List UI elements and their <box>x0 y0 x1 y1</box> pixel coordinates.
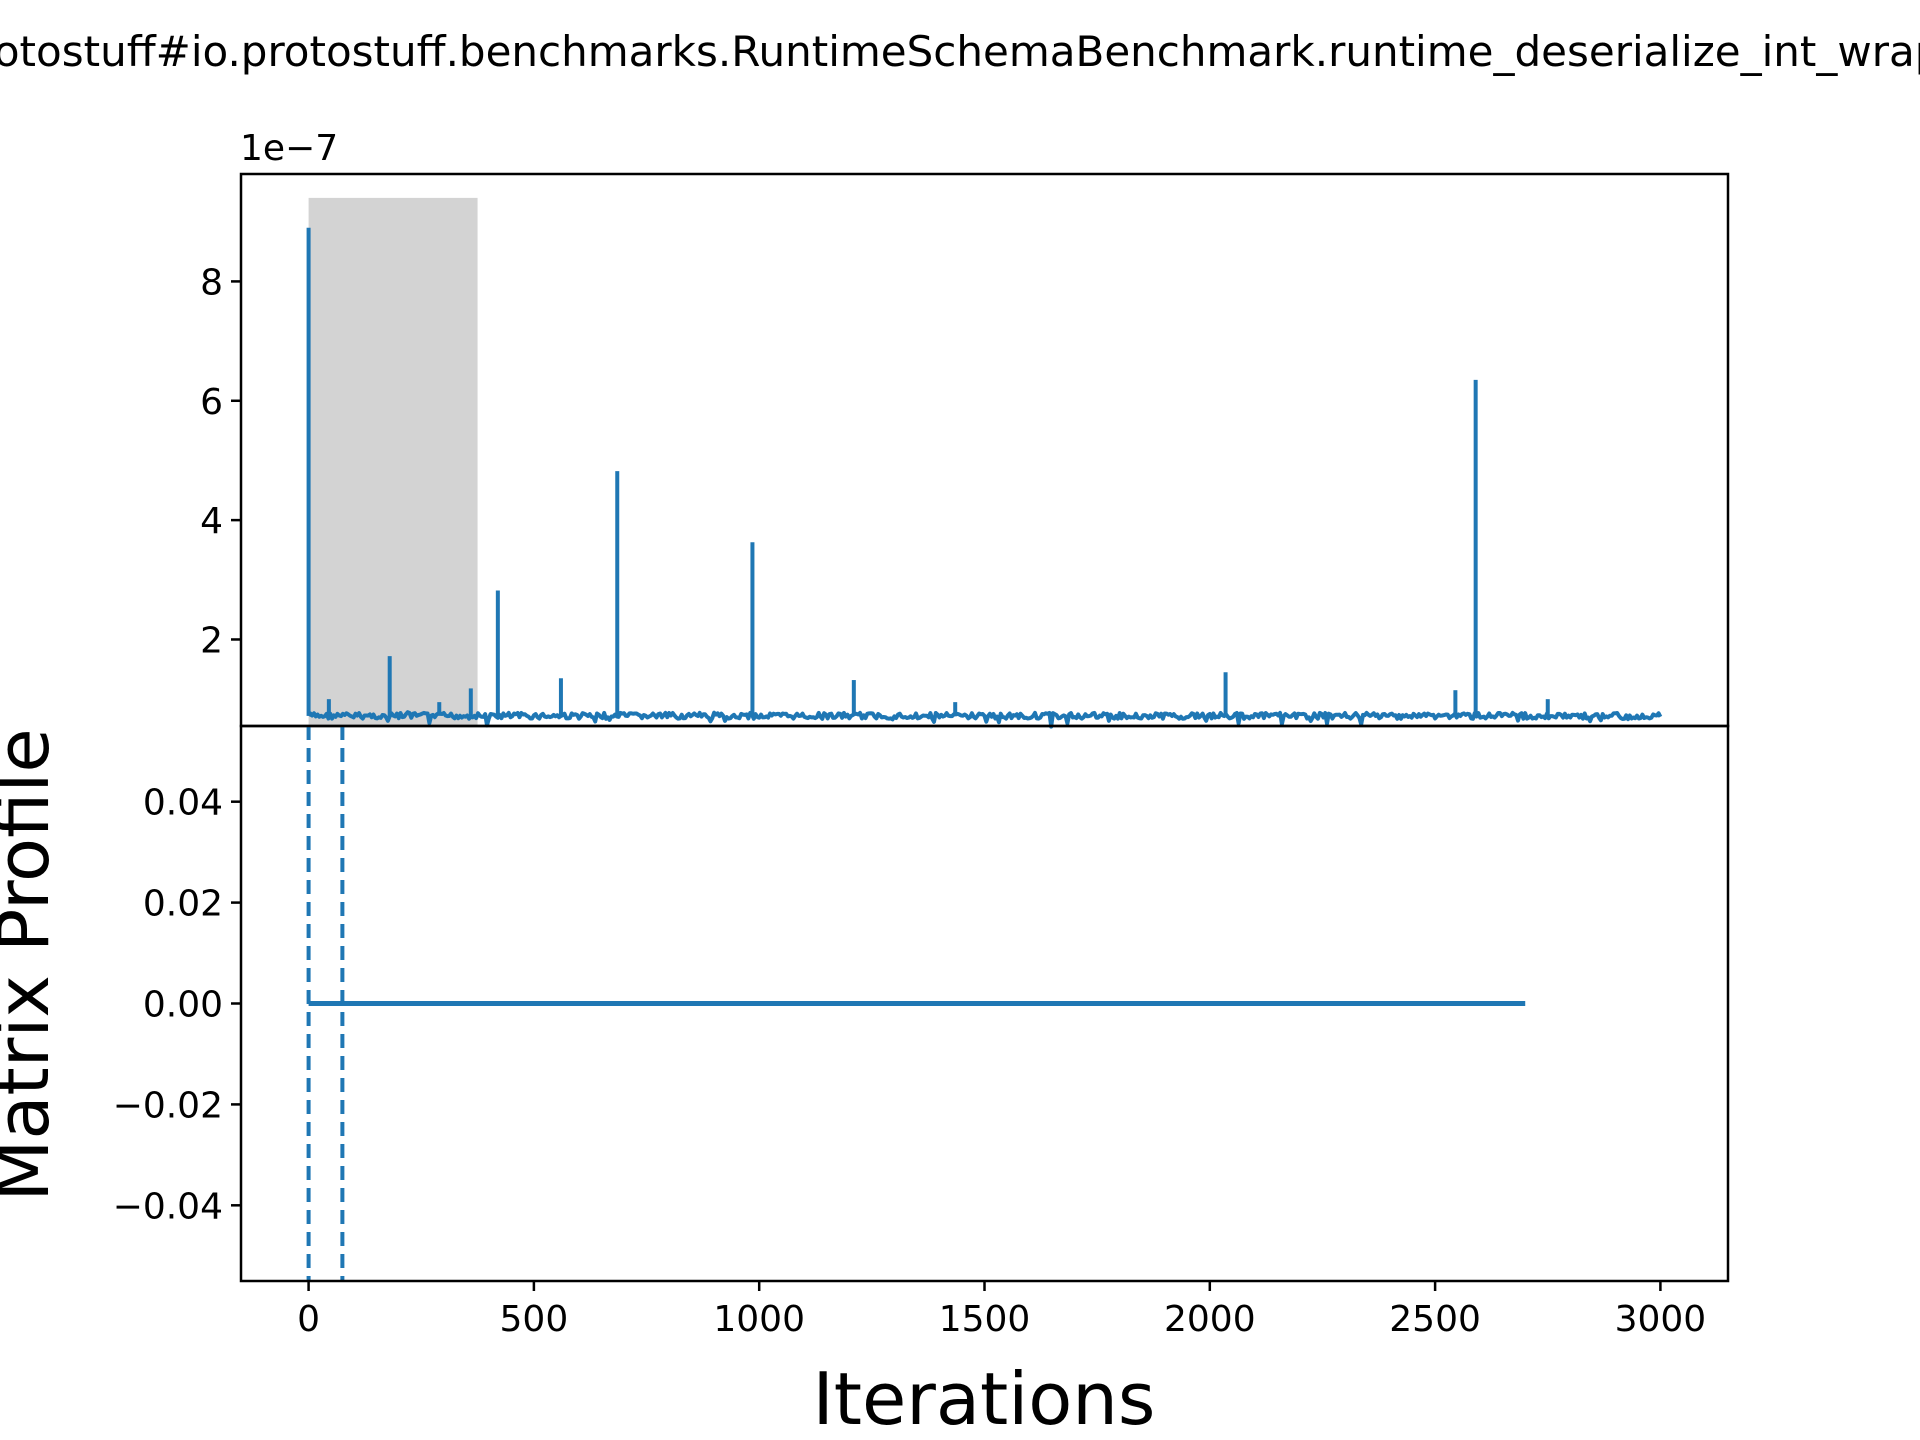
y-tick-label: 8 <box>200 262 223 303</box>
y-offset-label: 1e−7 <box>240 128 338 169</box>
series-line-baseline <box>306 710 1663 729</box>
x-axis-label: Iterations <box>813 1357 1156 1440</box>
y-tick-label: 2 <box>200 620 223 661</box>
x-tick-label: 3000 <box>1615 1299 1707 1340</box>
chart-title: protostuff#io.protostuff.benchmarks.Runt… <box>0 27 1920 76</box>
x-tick-label: 1000 <box>713 1299 805 1340</box>
y-axis-label: Matrix Profile <box>0 728 65 1201</box>
x-tick-label: 1500 <box>939 1299 1031 1340</box>
y-tick-label: 4 <box>200 501 223 542</box>
bottom-panel: −0.04 −0.02 0.00 0.02 0.04 0 500 1000 1500 2000 2… <box>113 724 1730 1340</box>
highlight-region <box>308 197 478 727</box>
top-panel: 2 4 6 8 <box>200 172 1730 729</box>
bottom-plot-frame <box>239 724 1730 1283</box>
y-tick-label: 6 <box>200 382 223 423</box>
y-tick-label: 0.04 <box>143 783 223 824</box>
y-tick-label: −0.02 <box>113 1085 223 1126</box>
y-tick-label: 0.00 <box>143 985 223 1026</box>
x-tick-label: 0 <box>297 1299 320 1340</box>
y-tick-label: −0.04 <box>113 1186 223 1227</box>
y-tick-label: 0.02 <box>143 884 223 925</box>
x-tick-label: 2000 <box>1164 1299 1256 1340</box>
x-tick-label: 500 <box>500 1299 569 1340</box>
x-tick-label: 2500 <box>1389 1299 1481 1340</box>
